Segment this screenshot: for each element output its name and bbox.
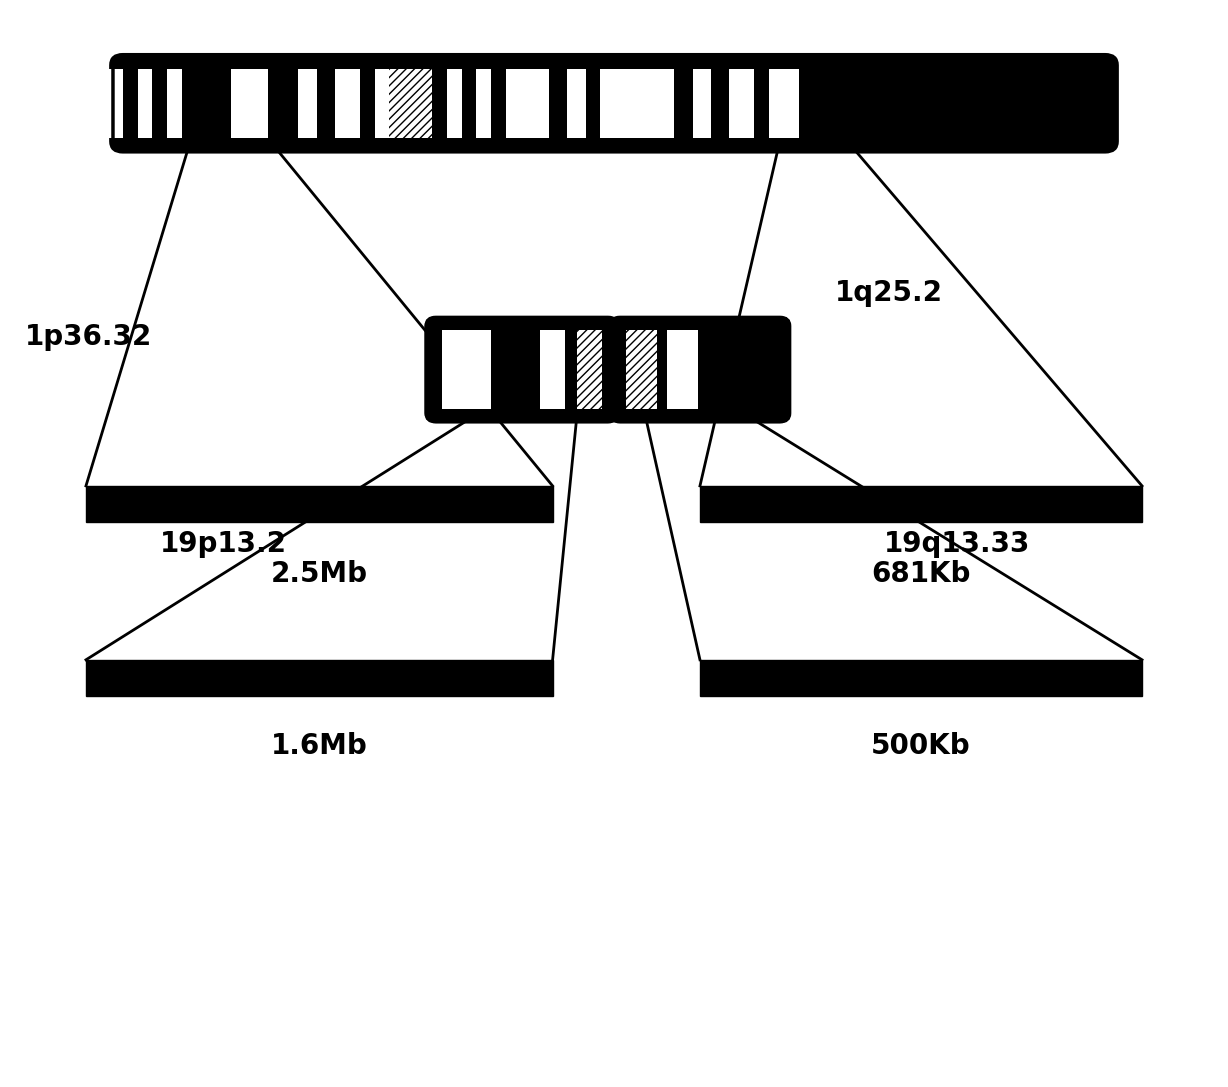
Text: 1q25.2: 1q25.2: [835, 279, 943, 308]
Bar: [25, 70, 86, 138]
Bar: [86, 660, 553, 696]
Bar: [298, 70, 317, 138]
Bar: [138, 70, 152, 138]
Bar: [540, 330, 565, 409]
Text: 2.5Mb: 2.5Mb: [271, 560, 367, 588]
Bar: [104, 70, 123, 138]
Text: 1.6Mb: 1.6Mb: [271, 732, 367, 760]
Bar: [577, 330, 602, 409]
FancyBboxPatch shape: [426, 317, 618, 422]
Bar: [729, 70, 754, 138]
Bar: [375, 70, 389, 138]
Bar: [506, 70, 549, 138]
Bar: [442, 330, 491, 409]
Bar: [667, 330, 698, 409]
Bar: [389, 70, 432, 138]
Bar: [476, 70, 491, 138]
Bar: [167, 70, 182, 138]
Text: 500Kb: 500Kb: [871, 732, 971, 760]
Bar: [600, 70, 674, 138]
Bar: [447, 70, 462, 138]
Bar: [700, 660, 1142, 696]
Text: 19q13.33: 19q13.33: [884, 529, 1030, 558]
FancyBboxPatch shape: [111, 54, 1117, 152]
Text: 19p13.2: 19p13.2: [160, 529, 286, 558]
Bar: [231, 70, 268, 138]
Text: 681Kb: 681Kb: [872, 560, 970, 588]
Bar: [567, 70, 586, 138]
Bar: [86, 486, 553, 522]
FancyBboxPatch shape: [610, 317, 790, 422]
Bar: [335, 70, 360, 138]
Bar: [769, 70, 799, 138]
Bar: [626, 330, 657, 409]
Text: 1p36.32: 1p36.32: [25, 323, 152, 351]
Bar: [700, 486, 1142, 522]
Bar: [693, 70, 711, 138]
